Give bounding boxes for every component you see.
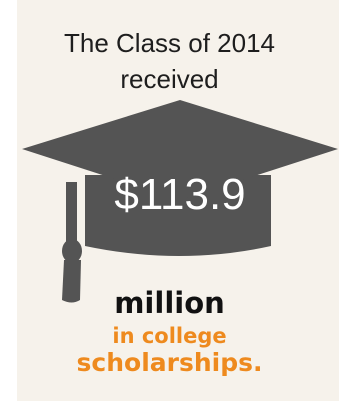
tassel-knot	[62, 239, 82, 263]
subtitle-line-2: scholarships.	[76, 348, 263, 377]
subtitle-line-1: in college	[112, 324, 227, 348]
headline-line-1: The Class of 2014	[63, 28, 275, 58]
tassel-fringe	[62, 260, 81, 303]
amount-unit: million	[114, 286, 225, 320]
tassel-cord	[66, 182, 77, 248]
cap-board	[22, 100, 338, 200]
headline-line-2: received	[120, 64, 219, 94]
scholarship-amount: $113.9	[114, 170, 246, 219]
cap-crown	[85, 175, 271, 256]
